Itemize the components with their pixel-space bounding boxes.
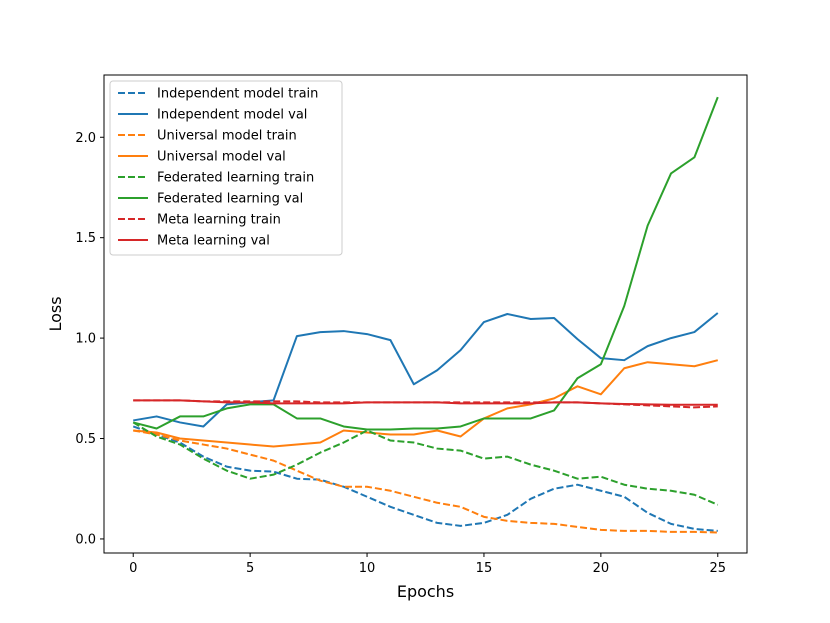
- legend-entry-label: Independent model val: [157, 108, 307, 123]
- y-tick-label: 2.0: [75, 131, 96, 146]
- series-line-independent-model-train: [132, 425, 718, 532]
- y-tick-label: 1.0: [75, 332, 96, 347]
- y-tick-label: 0.0: [75, 532, 96, 547]
- axes-layer: 0 5 10 15 20 25 0.0 0.5 1.0 1.5 2.0: [75, 131, 726, 576]
- plot-frame: [103, 74, 748, 554]
- legend: Independent model train Independent model…: [109, 80, 343, 256]
- x-axis-label: Epochs: [397, 582, 454, 601]
- x-tick-label: 0: [129, 561, 137, 576]
- x-tick-label: 10: [359, 561, 376, 576]
- y-tick-label: 0.5: [75, 432, 96, 447]
- series-layer: [132, 96, 719, 534]
- x-tick-label: 20: [593, 561, 610, 576]
- legend-box: [109, 80, 343, 256]
- legend-entry-label: Universal model train: [157, 129, 297, 144]
- legend-entry-label: Universal model val: [157, 150, 286, 165]
- series-line-independent-model-val: [133, 312, 719, 428]
- legend-entry-label: Federated learning train: [157, 171, 314, 186]
- legend-entry-label: Meta learning train: [157, 213, 281, 228]
- x-tick-label: 25: [709, 561, 726, 576]
- series-line-federated-learning-val: [132, 96, 719, 431]
- x-tick-label: 5: [246, 561, 254, 576]
- legend-entry-label: Meta learning val: [157, 234, 270, 249]
- series-line-meta-learning-val: [133, 399, 718, 406]
- x-tick-label: 15: [476, 561, 493, 576]
- series-line-universal-model-val: [133, 359, 719, 448]
- y-axis-label: Loss: [46, 296, 65, 331]
- series-line-universal-model-train: [133, 429, 718, 534]
- legend-entry-label: Federated learning val: [157, 192, 303, 207]
- y-tick-label: 1.5: [75, 231, 96, 246]
- legend-entry-label: Independent model train: [157, 87, 318, 102]
